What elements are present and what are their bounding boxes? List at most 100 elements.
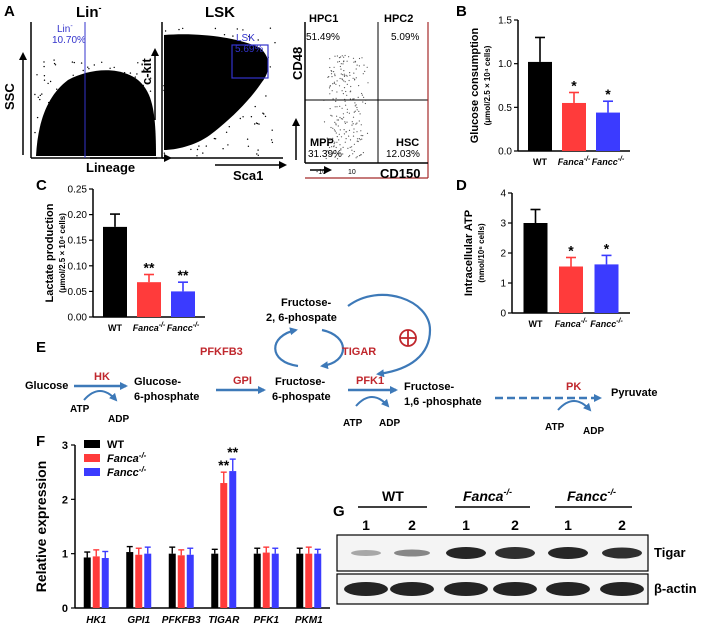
flow-dot bbox=[55, 122, 58, 124]
chart-bar bbox=[83, 557, 91, 608]
flow-dot bbox=[353, 128, 355, 130]
flow-dot bbox=[344, 141, 346, 143]
flow-dot bbox=[355, 157, 357, 159]
flow-dot bbox=[269, 27, 272, 29]
flow-dot bbox=[343, 87, 346, 89]
chart-x-tick-label: WT bbox=[529, 319, 543, 329]
flow-dot bbox=[343, 116, 345, 118]
flow-dot bbox=[335, 146, 337, 149]
legend-swatch bbox=[84, 440, 100, 448]
flow-dot bbox=[205, 38, 208, 41]
flow-dot bbox=[254, 123, 256, 125]
flow-dot bbox=[48, 145, 50, 147]
hpc2-label: HPC2 bbox=[384, 13, 413, 25]
quadrant-plot: HPC1 51.49% HPC2 5.09% MPP 31.39% HSC 12… bbox=[290, 13, 429, 181]
band-actin bbox=[493, 582, 537, 596]
flow-dot bbox=[89, 143, 91, 145]
chart-significance: ** bbox=[218, 457, 229, 473]
flow-dot bbox=[356, 138, 359, 140]
flow-dot bbox=[329, 66, 331, 69]
flow-dot bbox=[37, 96, 39, 99]
flow-dot bbox=[336, 91, 338, 93]
flow-dot bbox=[196, 155, 198, 157]
chart-significance: ** bbox=[144, 260, 155, 276]
flow-dot bbox=[354, 79, 356, 81]
flow-dot bbox=[150, 108, 152, 111]
chart-x-tick-label: WT bbox=[533, 157, 547, 167]
flow-dot bbox=[188, 99, 191, 102]
flow-dot bbox=[341, 107, 343, 109]
enzyme-pfk1: PFK1 bbox=[356, 375, 384, 387]
blot-tigar-membrane bbox=[336, 534, 649, 572]
flow-dot bbox=[338, 60, 340, 63]
lane-label: 2 bbox=[511, 517, 519, 533]
flow-dot bbox=[41, 93, 43, 95]
flow-dot bbox=[333, 129, 335, 131]
flow-dot bbox=[344, 100, 346, 102]
flow-dot bbox=[356, 106, 358, 109]
node-pyruvate: Pyruvate bbox=[611, 387, 657, 399]
flow-dot bbox=[56, 88, 58, 90]
lin-y-label: SSC bbox=[2, 83, 17, 110]
flow-dot bbox=[271, 141, 274, 144]
flow-dot bbox=[332, 137, 334, 139]
flow-dot bbox=[49, 128, 52, 131]
hpc1-label: HPC1 bbox=[309, 13, 338, 25]
flow-dot bbox=[338, 133, 340, 135]
flow-dot bbox=[101, 61, 103, 63]
node-f6p-line2: 6-phospate bbox=[272, 391, 331, 403]
flow-dot bbox=[360, 124, 362, 126]
chart-bar bbox=[168, 553, 176, 608]
flow-dot bbox=[141, 150, 143, 152]
flow-dot bbox=[361, 92, 363, 95]
flow-dot bbox=[174, 85, 177, 87]
flow-dot bbox=[353, 131, 355, 133]
flow-dot bbox=[335, 97, 337, 99]
flow-dot bbox=[74, 148, 76, 150]
lsk-density-cloud bbox=[164, 34, 269, 150]
flow-dot bbox=[190, 48, 192, 50]
chart-x-tick-label: Fanca-/- bbox=[133, 322, 166, 333]
flow-dot bbox=[331, 90, 333, 92]
flow-dot bbox=[337, 119, 340, 121]
flow-dot bbox=[94, 126, 96, 129]
flow-dot bbox=[230, 45, 232, 48]
band-tigar bbox=[446, 547, 486, 559]
flow-dot bbox=[362, 101, 364, 103]
flow-dot bbox=[341, 90, 343, 92]
flow-dot bbox=[54, 64, 57, 66]
flow-dot bbox=[173, 84, 175, 87]
flow-dot bbox=[165, 67, 167, 69]
chart-x-tick-label: PFKFB3 bbox=[162, 615, 201, 626]
flow-dot bbox=[213, 137, 216, 140]
flow-dot bbox=[334, 121, 336, 123]
flow-dot bbox=[334, 106, 336, 108]
flow-dot bbox=[190, 119, 192, 122]
group-wt-label: WT bbox=[382, 488, 404, 504]
lsk-plot-title: LSK bbox=[205, 4, 235, 21]
flow-dot bbox=[337, 153, 339, 155]
flow-dot bbox=[88, 68, 90, 70]
flow-dot bbox=[348, 56, 350, 58]
lin-gate-label: Lin- bbox=[57, 23, 73, 35]
chart-significance: * bbox=[605, 86, 611, 102]
flow-dot bbox=[260, 80, 262, 82]
chart-bar bbox=[101, 558, 109, 608]
flow-dot bbox=[105, 104, 107, 106]
flow-dot bbox=[201, 40, 203, 43]
flow-dot bbox=[355, 104, 357, 106]
flow-dot bbox=[211, 117, 213, 119]
flow-dot bbox=[338, 57, 341, 59]
quadrant-tick-1: -10 bbox=[316, 169, 326, 176]
flow-dot bbox=[265, 95, 267, 97]
flow-dot bbox=[98, 139, 101, 141]
flow-dot bbox=[233, 59, 235, 61]
flow-dot bbox=[75, 81, 77, 83]
flow-dot bbox=[352, 135, 355, 137]
flow-dot bbox=[362, 152, 364, 154]
flow-dot bbox=[98, 86, 101, 88]
flow-dot bbox=[352, 57, 355, 59]
flow-dot bbox=[174, 80, 177, 82]
arrow-pfkfb3-cycle bbox=[274, 327, 299, 368]
